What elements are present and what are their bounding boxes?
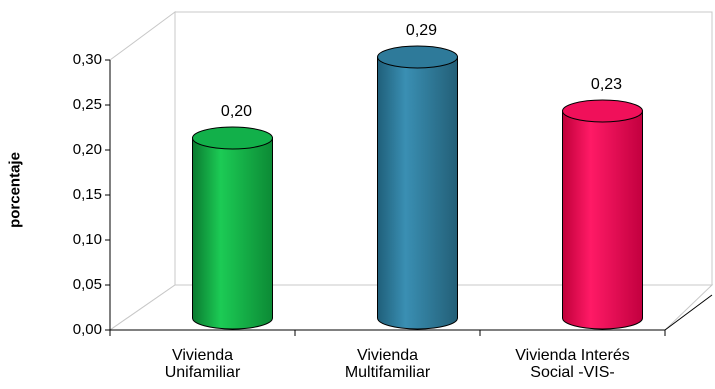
data-label: 0,29	[405, 22, 438, 39]
category-label: Vivienda Interés Social -VIS-	[473, 347, 673, 381]
bar	[377, 45, 458, 330]
data-label: 0,23	[590, 76, 623, 93]
y-tick-label: 0,15	[72, 186, 102, 203]
category-label-line: Vivienda	[171, 347, 234, 364]
y-tick-marks	[105, 59, 110, 331]
category-label: Vivienda Multifamiliar	[288, 347, 488, 381]
bar-top	[192, 126, 273, 150]
category-label-line: Vivienda Interés	[515, 347, 630, 364]
y-tick-label: 0,10	[72, 231, 102, 248]
category-label-line: Multifamiliar	[344, 364, 431, 381]
category-label: Vivienda Unifamiliar	[103, 347, 303, 381]
category-label-line: Vivienda	[356, 347, 419, 364]
category-label-line: Unifamiliar	[164, 364, 241, 381]
y-tick-label: 0,20	[72, 141, 102, 158]
y-tick-label: 0,00	[72, 321, 102, 338]
bar-body	[192, 137, 273, 330]
x-axis-line-side	[664, 294, 713, 331]
bar-top	[377, 45, 458, 69]
y-tick-label: 0,25	[72, 96, 102, 113]
bar	[562, 99, 643, 330]
left-wall	[109, 11, 176, 331]
y-tick-label: 0,05	[72, 276, 102, 293]
y-tick-label: 0,30	[72, 51, 102, 68]
data-label: 0,20	[220, 103, 253, 120]
bar-body	[377, 56, 458, 330]
bar-body	[562, 110, 643, 330]
bar	[192, 126, 273, 330]
x-tick-marks	[109, 330, 666, 336]
bar-top	[562, 99, 643, 123]
category-label-line: Social -VIS-	[530, 364, 615, 381]
bars	[192, 45, 643, 330]
